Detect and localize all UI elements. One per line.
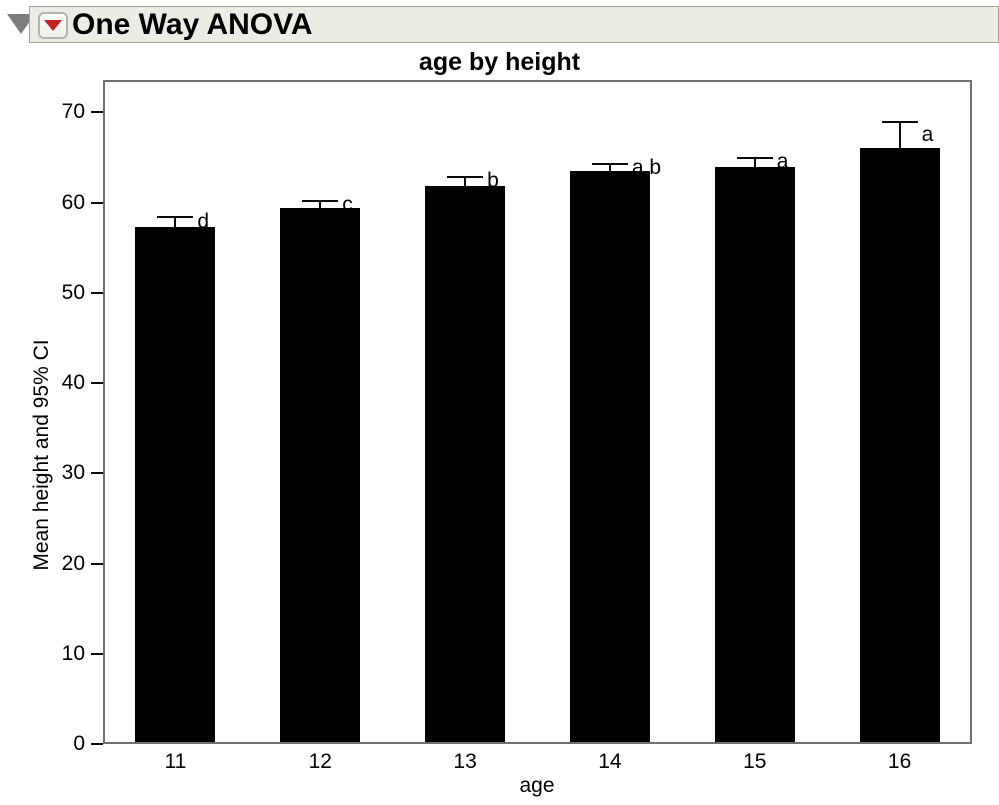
y-axis-tick: [91, 652, 103, 655]
error-bar-cap: [881, 121, 918, 124]
group-letter: a: [776, 150, 789, 174]
bar-age-14[interactable]: [569, 171, 650, 742]
error-bar-line: [898, 122, 901, 148]
outline-header: One Way ANOVA: [29, 6, 999, 43]
red-triangle-menu-button[interactable]: [38, 12, 68, 39]
y-axis-tick: [91, 201, 103, 204]
error-bar-cap: [736, 156, 773, 159]
error-bar-cap: [447, 175, 484, 178]
x-tick-label: 16: [887, 750, 912, 773]
y-axis-tick: [91, 382, 103, 385]
red-triangle-icon: [44, 20, 62, 31]
bar-age-13[interactable]: [425, 185, 506, 742]
x-tick-label: 13: [453, 750, 477, 773]
group-letter: d: [197, 210, 210, 234]
x-tick-label: 15: [743, 750, 767, 773]
x-axis-title: age: [519, 774, 555, 797]
group-letter: b: [487, 169, 499, 193]
bar-age-15[interactable]: [714, 166, 795, 742]
y-axis-tick: [91, 291, 103, 294]
group-letter: a,b: [631, 155, 662, 179]
y-axis-tick: [91, 472, 103, 475]
bar-age-12[interactable]: [280, 208, 361, 742]
y-tick-label: 70: [61, 100, 85, 124]
y-tick-label: 0: [73, 732, 85, 755]
bar-age-11[interactable]: [135, 227, 216, 742]
y-tick-label: 10: [61, 641, 85, 665]
y-axis-tick: [91, 111, 103, 114]
y-axis-tick: [91, 562, 103, 565]
chart-title: age by height: [418, 48, 581, 76]
error-bar-line: [464, 176, 467, 186]
error-bar-line: [319, 200, 322, 209]
error-bar-cap: [157, 216, 194, 219]
y-tick-label: 40: [61, 371, 85, 395]
report-title: One Way ANOVA: [72, 8, 313, 41]
y-tick-label: 50: [61, 280, 85, 304]
bar-age-16[interactable]: [859, 147, 940, 742]
error-bar-line: [174, 217, 177, 228]
x-tick-label: 14: [598, 750, 622, 773]
x-tick-label: 12: [308, 750, 332, 773]
disclosure-triangle-icon[interactable]: [7, 14, 35, 34]
group-letter: c: [342, 192, 353, 216]
y-tick-label: 20: [61, 551, 85, 575]
error-bar-cap: [302, 199, 339, 202]
error-bar-cap: [591, 162, 628, 165]
error-bar-line: [608, 163, 611, 172]
y-axis-tick: [91, 743, 103, 745]
x-tick-label: 11: [164, 750, 187, 773]
plot-area[interactable]: [103, 80, 972, 744]
y-tick-label: 30: [61, 461, 85, 485]
group-letter: a: [921, 123, 934, 147]
error-bar-line: [753, 157, 756, 167]
y-tick-label: 60: [61, 190, 85, 214]
